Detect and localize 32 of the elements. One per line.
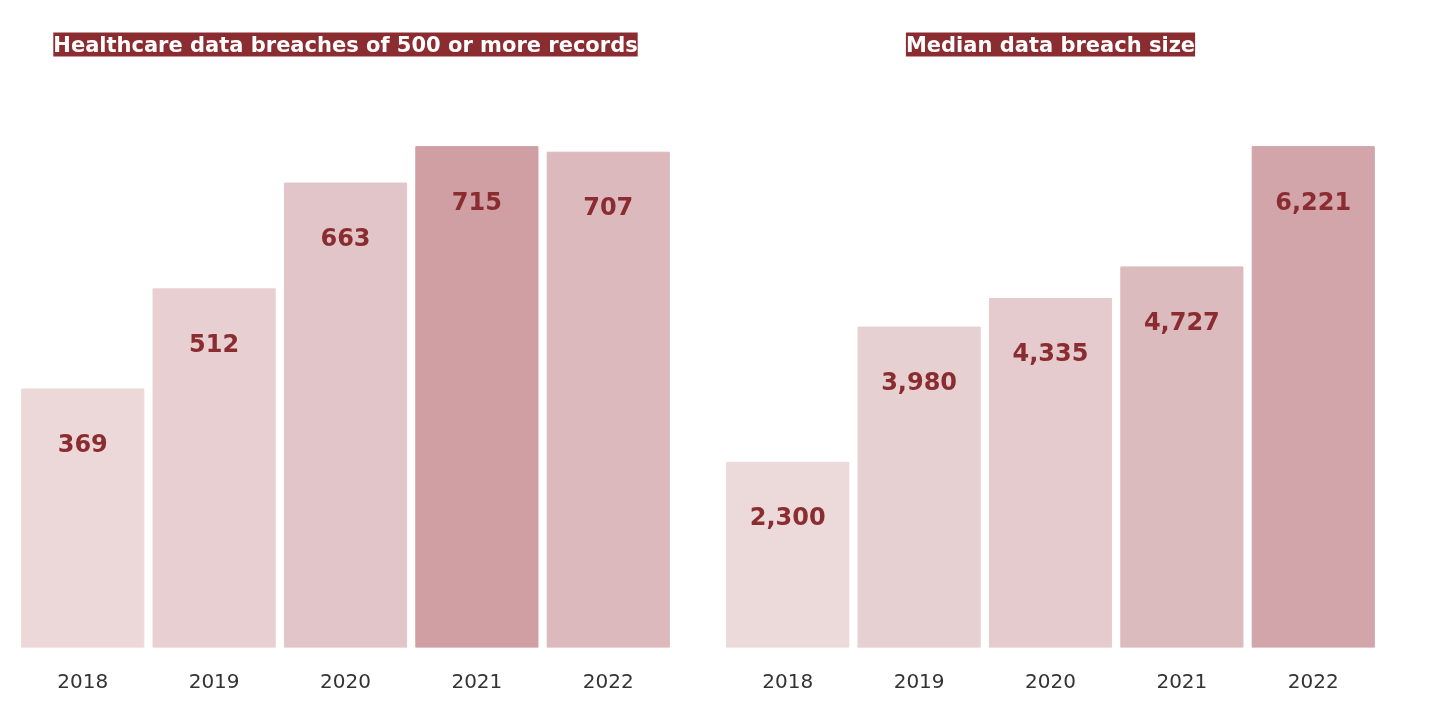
bar [152,288,276,648]
chart-title: Median data breach size [905,32,1196,57]
x-tick-label: 2022 [582,668,634,693]
x-tick-label: 2020 [320,668,371,693]
x-tick-label: 2019 [188,668,240,693]
x-tick-label: 2021 [451,668,503,693]
data-label: 369 [57,430,108,458]
bar [283,182,408,648]
bar [988,297,1113,648]
x-tick-label: 2019 [893,668,945,693]
data-label: 6,221 [1275,187,1352,216]
data-label: 663 [320,224,371,253]
data-label: 3,980 [881,368,958,397]
x-tick-label: 2022 [1287,668,1339,693]
bar [546,151,670,648]
x-tick-label: 2021 [1156,668,1208,693]
bar [726,461,850,648]
data-label: 715 [451,187,502,216]
data-label: 512 [189,329,240,358]
chart-title: Healthcare data breaches of 500 or more records [53,32,638,57]
bar [1120,266,1244,648]
data-label: 4,335 [1012,339,1089,368]
data-label: 2,300 [749,503,826,532]
bar [21,388,145,648]
data-label: 707 [583,193,634,222]
bar [1251,146,1375,648]
bar [415,146,539,648]
x-tick-label: 2020 [1025,668,1076,693]
data-label: 4,727 [1143,307,1220,336]
x-tick-label: 2018 [57,668,109,693]
bar [857,326,981,648]
x-tick-label: 2018 [762,668,814,693]
